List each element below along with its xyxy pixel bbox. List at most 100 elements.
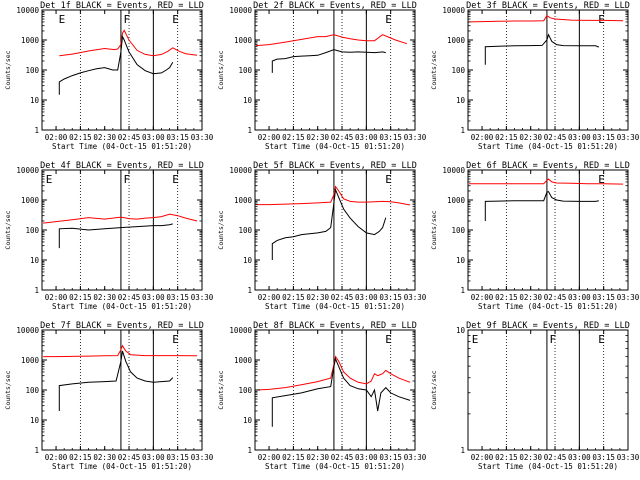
x-tick-label: 02:00 [45, 293, 68, 302]
x-tick-label: 02:15 [282, 453, 305, 462]
x-tick-label: 02:00 [45, 133, 68, 142]
series-group [469, 14, 624, 65]
panel-title: Det 7f BLACK = Events, RED = LLD [40, 321, 204, 331]
flag-label: E [598, 13, 605, 26]
x-tick-label: 03:00 [142, 133, 165, 142]
panel-det-9: Det 9f BLACK = Events, RED = LLD E F E 1 10 Co… [430, 321, 640, 471]
x-tick-label: 02:30 [306, 453, 329, 462]
x-tick-label: 02:00 [258, 453, 281, 462]
x-tick-label: 03:00 [568, 453, 591, 462]
y-tick-label: 1000 [447, 36, 466, 45]
x-tick-label: 02:00 [471, 293, 494, 302]
x-tick-label: 02:15 [495, 293, 518, 302]
y-axis-label: Counts/sec [430, 50, 438, 89]
x-tick-label: 03:30 [404, 133, 427, 142]
x-tick-label: 03:30 [404, 453, 427, 462]
x-tick-label: 02:45 [118, 293, 141, 302]
x-tick-label: 03:30 [617, 133, 640, 142]
x-tick-label: 02:45 [331, 453, 354, 462]
y-tick-label: 1 [34, 126, 39, 135]
x-tick-label: 03:30 [404, 293, 427, 302]
y-tick-label: 10 [30, 96, 40, 105]
x-tick-label: 03:15 [379, 133, 402, 142]
y-tick-label: 1000 [234, 356, 253, 365]
y-tick-label: 1 [247, 126, 252, 135]
x-tick-label: 02:15 [495, 133, 518, 142]
y-axis-label: Counts/sec [430, 210, 438, 249]
y-tick-label: 1 [247, 446, 252, 455]
panel-title: Det 3f BLACK = Events, RED = LLD [466, 1, 630, 11]
flag-label: E [598, 173, 605, 186]
x-axis-label: Start Time (04-Oct-15 01:51:20) [478, 302, 618, 311]
x-tick-label: 02:45 [544, 293, 567, 302]
y-tick-label: 1000 [21, 356, 40, 365]
y-tick-label: 100 [238, 226, 252, 235]
y-tick-label: 10 [30, 416, 40, 425]
panel-det-7: Det 7f BLACK = Events, RED = LLD E 1 10 100 1… [4, 321, 214, 471]
x-tick-label: 02:15 [495, 453, 518, 462]
x-tick-label: 03:15 [379, 293, 402, 302]
x-tick-label: 02:00 [258, 133, 281, 142]
x-tick-label: 02:30 [306, 293, 329, 302]
y-tick-label: 100 [451, 66, 465, 75]
x-tick-label: 02:15 [69, 453, 92, 462]
x-tick-label: 02:15 [282, 133, 305, 142]
series-group [469, 178, 624, 221]
x-tick-label: 03:30 [191, 293, 214, 302]
flag-label: E [385, 13, 392, 26]
panel-det-3: Det 3f BLACK = Events, RED = LLD E 1 10 100 1… [430, 1, 640, 151]
x-tick-label: 03:00 [568, 293, 591, 302]
panel-det-6: Det 6f BLACK = Events, RED = LLD E 1 10 100 1… [430, 161, 640, 311]
x-tick-label: 02:00 [471, 453, 494, 462]
y-axis-label: Counts/sec [4, 50, 12, 89]
x-tick-label: 02:00 [258, 293, 281, 302]
x-tick-label: 03:00 [355, 453, 378, 462]
x-tick-label: 03:15 [166, 453, 189, 462]
series-group [58, 29, 198, 95]
y-tick-label: 1 [34, 446, 39, 455]
panel-title: Det 8f BLACK = Events, RED = LLD [253, 321, 417, 331]
x-tick-label: 02:30 [519, 133, 542, 142]
y-tick-label: 10000 [16, 166, 39, 175]
x-tick-label: 02:15 [69, 293, 92, 302]
x-axis-label: Start Time (04-Oct-15 01:51:20) [478, 142, 618, 151]
x-tick-label: 03:00 [142, 453, 165, 462]
x-tick-label: 02:45 [544, 453, 567, 462]
panel-title: Det 2f BLACK = Events, RED = LLD [253, 1, 417, 11]
y-tick-label: 1 [247, 286, 252, 295]
y-tick-label: 10000 [229, 166, 252, 175]
y-tick-label: 10000 [442, 6, 465, 15]
y-tick-label: 10 [30, 256, 40, 265]
x-axis-label: Start Time (04-Oct-15 01:51:20) [265, 142, 405, 151]
axis-frame [467, 329, 629, 451]
x-tick-label: 03:15 [592, 293, 615, 302]
series-line-events [58, 223, 173, 249]
series-line-events [58, 34, 174, 95]
y-tick-label: 100 [451, 226, 465, 235]
x-tick-label: 03:00 [355, 133, 378, 142]
y-tick-label: 10000 [442, 166, 465, 175]
series-line-lld [469, 14, 624, 23]
x-tick-label: 02:45 [118, 453, 141, 462]
series-line-lld [256, 34, 408, 47]
x-tick-label: 03:30 [191, 453, 214, 462]
y-tick-label: 10 [456, 96, 466, 105]
x-tick-label: 03:15 [166, 133, 189, 142]
y-axis-label: Counts/sec [217, 50, 225, 89]
flag-label: F [124, 173, 131, 186]
x-axis-label: Start Time (04-Oct-15 01:51:20) [265, 302, 405, 311]
x-tick-label: 02:00 [45, 453, 68, 462]
x-tick-label: 02:15 [69, 133, 92, 142]
panel-det-5: Det 5f BLACK = Events, RED = LLD E 1 10 100 1… [217, 161, 427, 311]
series-line-lld [43, 344, 198, 358]
y-axis-label: Counts/sec [4, 210, 12, 249]
x-tick-label: 03:30 [617, 453, 640, 462]
y-tick-label: 1000 [21, 36, 40, 45]
x-axis-label: Start Time (04-Oct-15 01:51:20) [478, 462, 618, 471]
flag-label: E [59, 13, 66, 26]
x-tick-label: 02:15 [282, 293, 305, 302]
y-axis-label: Counts/sec [217, 210, 225, 249]
series-group [256, 355, 411, 427]
x-tick-label: 03:00 [142, 293, 165, 302]
y-tick-label: 10000 [16, 6, 39, 15]
